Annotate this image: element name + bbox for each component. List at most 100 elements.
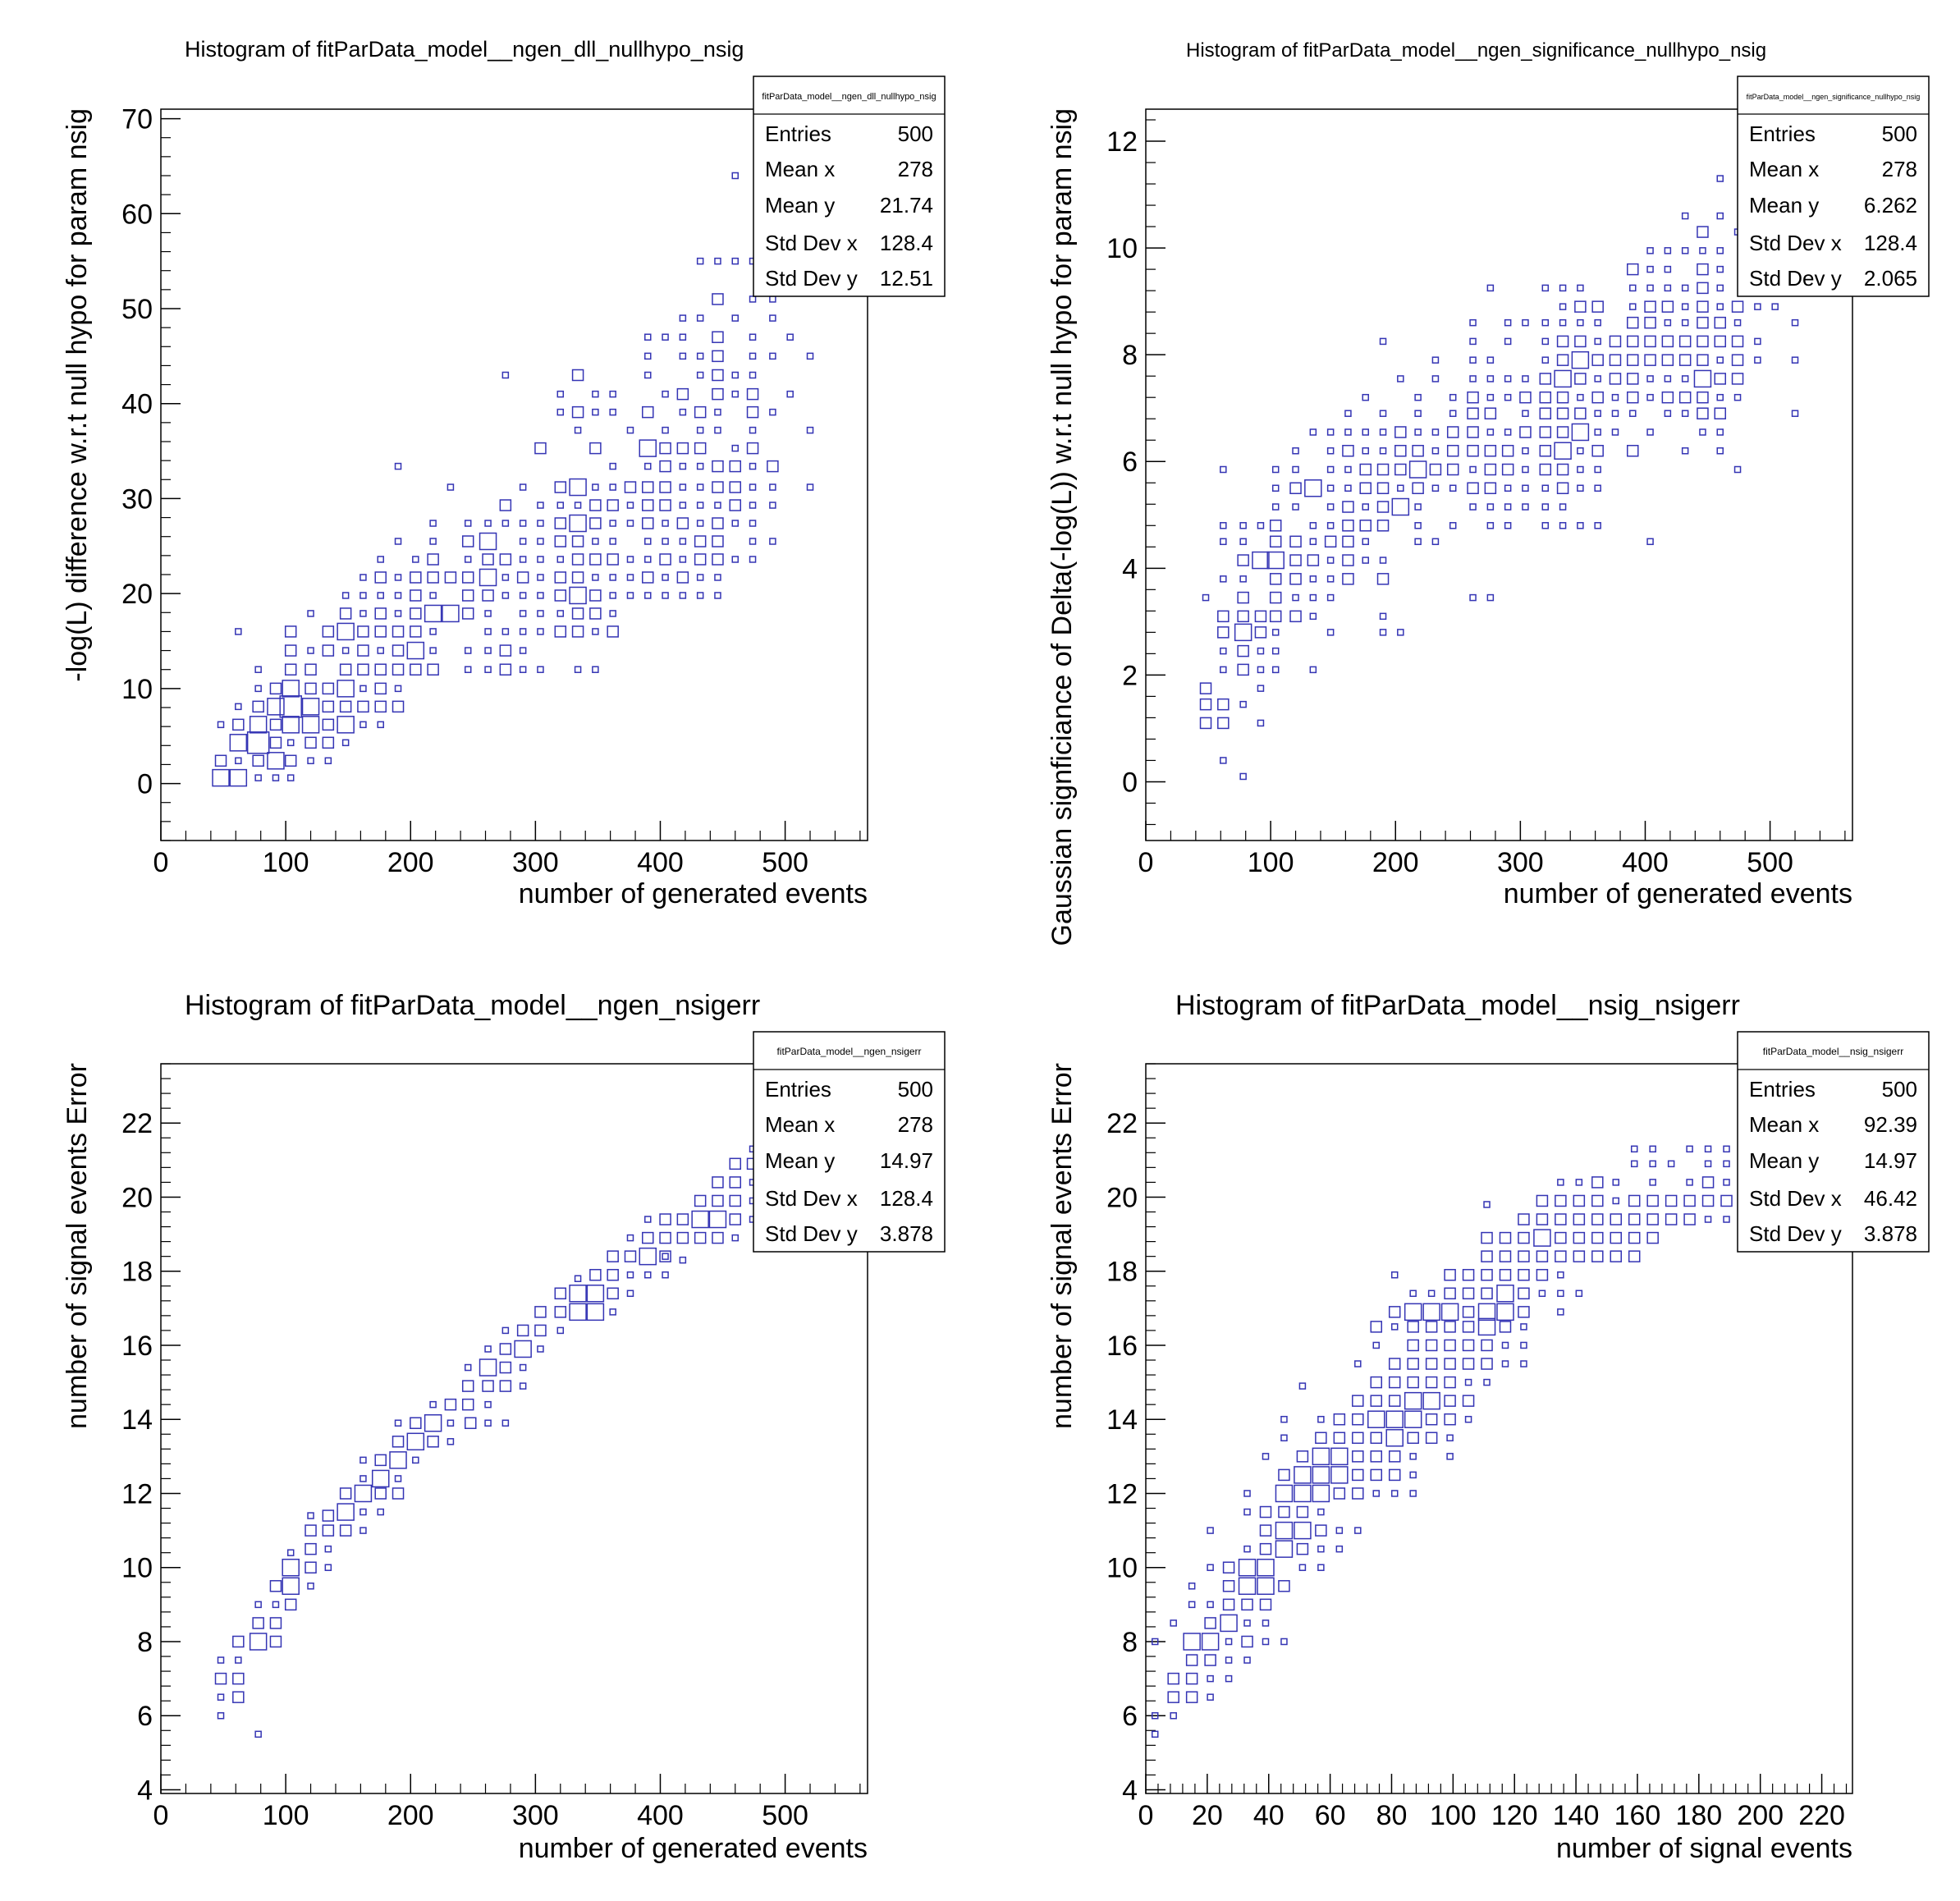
data-box [1557,1271,1564,1279]
stats-row-label: Std Dev x [1749,1186,1842,1211]
data-box [359,592,367,599]
data-box [1577,447,1584,455]
data-box [461,571,474,584]
data-box [537,502,544,509]
data-box [679,1256,687,1264]
data-box [1409,1289,1417,1298]
data-box [574,1275,582,1282]
data-box [286,1549,295,1556]
data-box [1362,393,1369,401]
data-box [659,1231,671,1244]
data-box [1330,1466,1349,1484]
data-box [556,610,565,617]
data-box [1701,1176,1715,1189]
data-box [662,574,669,581]
data-box [341,647,350,654]
y-tick-label: 18 [121,1257,153,1288]
y-axis-title: -log(L) difference w.r.t null hypo for p… [62,108,93,682]
stats-row-value: 500 [898,1077,933,1102]
data-box [607,499,619,511]
x-tick-label: 200 [387,847,434,878]
y-tick-label: 10 [121,1553,153,1584]
x-tick-label: 300 [1497,847,1544,878]
data-box [1431,447,1440,455]
data-box [712,1176,724,1189]
y-tick-label: 4 [137,1775,153,1806]
data-box [1391,497,1410,516]
data-box [1467,426,1479,438]
data-box [1577,318,1584,327]
data-box [484,610,492,617]
data-box [1504,337,1512,346]
data-box [1467,391,1479,404]
data-box [731,371,740,379]
data-box [1390,1490,1399,1497]
data-box [1304,479,1322,497]
data-box [1573,1250,1586,1262]
data-box [1243,1619,1251,1627]
data-box [639,439,657,457]
data-box [1462,1395,1475,1407]
data-box [1771,303,1779,310]
data-box [394,574,402,581]
data-box [1379,410,1387,417]
data-box [1575,1289,1583,1298]
data-box [592,666,599,673]
data-box [1315,1431,1327,1445]
data-box [1683,1194,1696,1207]
data-box [1716,428,1724,436]
data-box [519,538,527,545]
data-box [484,520,492,527]
data-box [229,768,248,787]
data-box [1577,484,1584,492]
x-tick-label: 100 [263,847,309,878]
data-box [534,1306,547,1318]
data-box [712,1194,724,1207]
data-box [1646,538,1654,546]
data-box [537,610,544,617]
data-box [1536,1268,1549,1281]
data-box [1344,428,1352,436]
data-box [1217,698,1230,711]
data-box [1257,647,1265,655]
data-box [1496,1285,1514,1303]
data-box [554,571,567,584]
data-box [1412,444,1424,457]
data-box [1257,685,1265,692]
data-box [1278,1505,1290,1519]
data-box [217,721,225,729]
data-box [501,371,510,379]
data-box [729,1213,742,1225]
y-tick-label: 14 [121,1404,153,1436]
data-box [1627,354,1639,366]
data-box [446,1438,455,1445]
y-tick-label: 16 [1106,1331,1138,1362]
data-box [746,387,759,401]
data-box [1678,335,1692,348]
data-box [1541,318,1550,327]
data-box [1217,717,1230,730]
stats-row-value: 128.4 [1864,231,1917,255]
data-box [712,553,724,566]
data-box [282,716,300,734]
data-box [1257,719,1265,727]
data-box [1446,426,1459,438]
data-box [1664,375,1672,382]
data-box [1220,1614,1238,1633]
data-box [1309,575,1317,583]
data-box [769,295,776,303]
data-box [394,592,402,599]
data-box [1754,337,1761,346]
data-box [1733,318,1742,327]
data-box [537,628,544,635]
data-box [254,685,262,693]
data-box [731,520,740,527]
data-box [357,700,369,713]
data-box [1167,1691,1179,1703]
data-box [1202,593,1210,602]
data-box [1518,1268,1530,1281]
data-box [1444,1413,1456,1426]
data-box [337,622,355,641]
data-box [1612,1197,1620,1205]
data-box [1591,354,1604,366]
